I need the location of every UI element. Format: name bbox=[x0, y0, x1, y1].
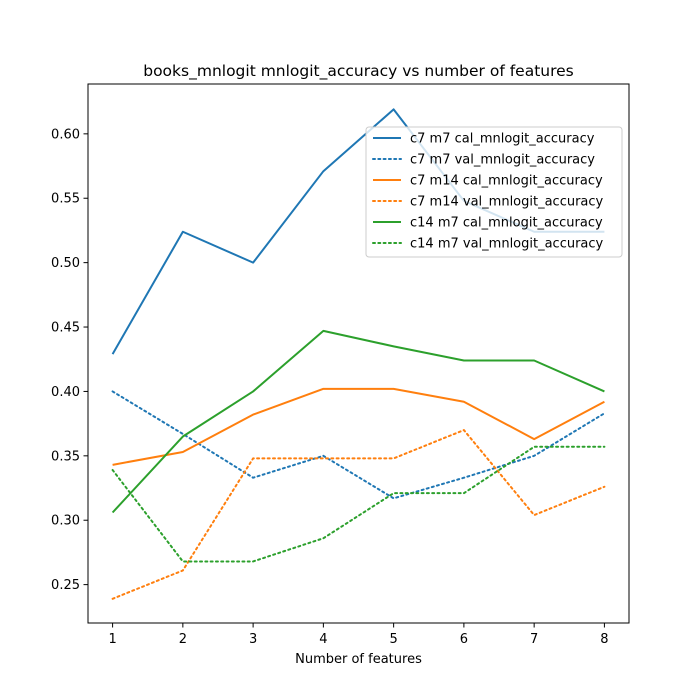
legend-label: c7 m7 cal_mnlogit_accuracy bbox=[410, 132, 595, 147]
x-tick-label: 2 bbox=[179, 632, 187, 647]
y-axis: 0.25 0.30 0.35 0.40 0.45 0.50 0.55 0.60 bbox=[51, 127, 88, 593]
chart-title: books_mnlogit mnlogit_accuracy vs number… bbox=[143, 62, 574, 81]
x-tick-label: 4 bbox=[319, 632, 327, 647]
series-line-5 bbox=[111, 329, 605, 514]
x-tick-label: 6 bbox=[460, 632, 468, 647]
series-line-3 bbox=[112, 387, 605, 466]
legend: c7 m7 cal_mnlogit_accuracy c7 m7 val_mnlo… bbox=[365, 126, 623, 258]
y-tick-label: 0.25 bbox=[51, 578, 80, 593]
x-tick-label: 5 bbox=[389, 632, 397, 647]
legend-box bbox=[365, 126, 623, 258]
y-tick-label: 0.45 bbox=[51, 321, 80, 336]
y-tick-label: 0.60 bbox=[51, 127, 80, 142]
y-tick-label: 0.50 bbox=[51, 256, 80, 271]
x-tick-label: 7 bbox=[530, 632, 538, 647]
series-line-4 bbox=[111, 429, 606, 600]
legend-label: c14 m7 cal_mnlogit_accuracy bbox=[410, 216, 603, 231]
x-tick-label: 3 bbox=[249, 632, 257, 647]
y-tick-label: 0.55 bbox=[51, 192, 80, 207]
x-axis-label: Number of features bbox=[295, 652, 422, 667]
legend-label: c7 m7 val_mnlogit_accuracy bbox=[410, 153, 595, 168]
y-tick-label: 0.30 bbox=[51, 514, 80, 529]
x-tick-label: 1 bbox=[108, 632, 116, 647]
x-axis: 1 2 3 4 5 6 7 8 bbox=[108, 623, 609, 647]
legend-label: c7 m14 cal_mnlogit_accuracy bbox=[410, 174, 603, 189]
y-tick-label: 0.35 bbox=[51, 449, 80, 464]
y-tick-label: 0.40 bbox=[51, 385, 80, 400]
legend-label: c14 m7 val_mnlogit_accuracy bbox=[410, 237, 604, 252]
legend-label: c7 m14 val_mnlogit_accuracy bbox=[410, 195, 604, 210]
series-line-6 bbox=[111, 445, 606, 563]
x-tick-label: 8 bbox=[600, 632, 608, 647]
plot-frame bbox=[87, 83, 630, 624]
series-line-2 bbox=[111, 390, 606, 500]
